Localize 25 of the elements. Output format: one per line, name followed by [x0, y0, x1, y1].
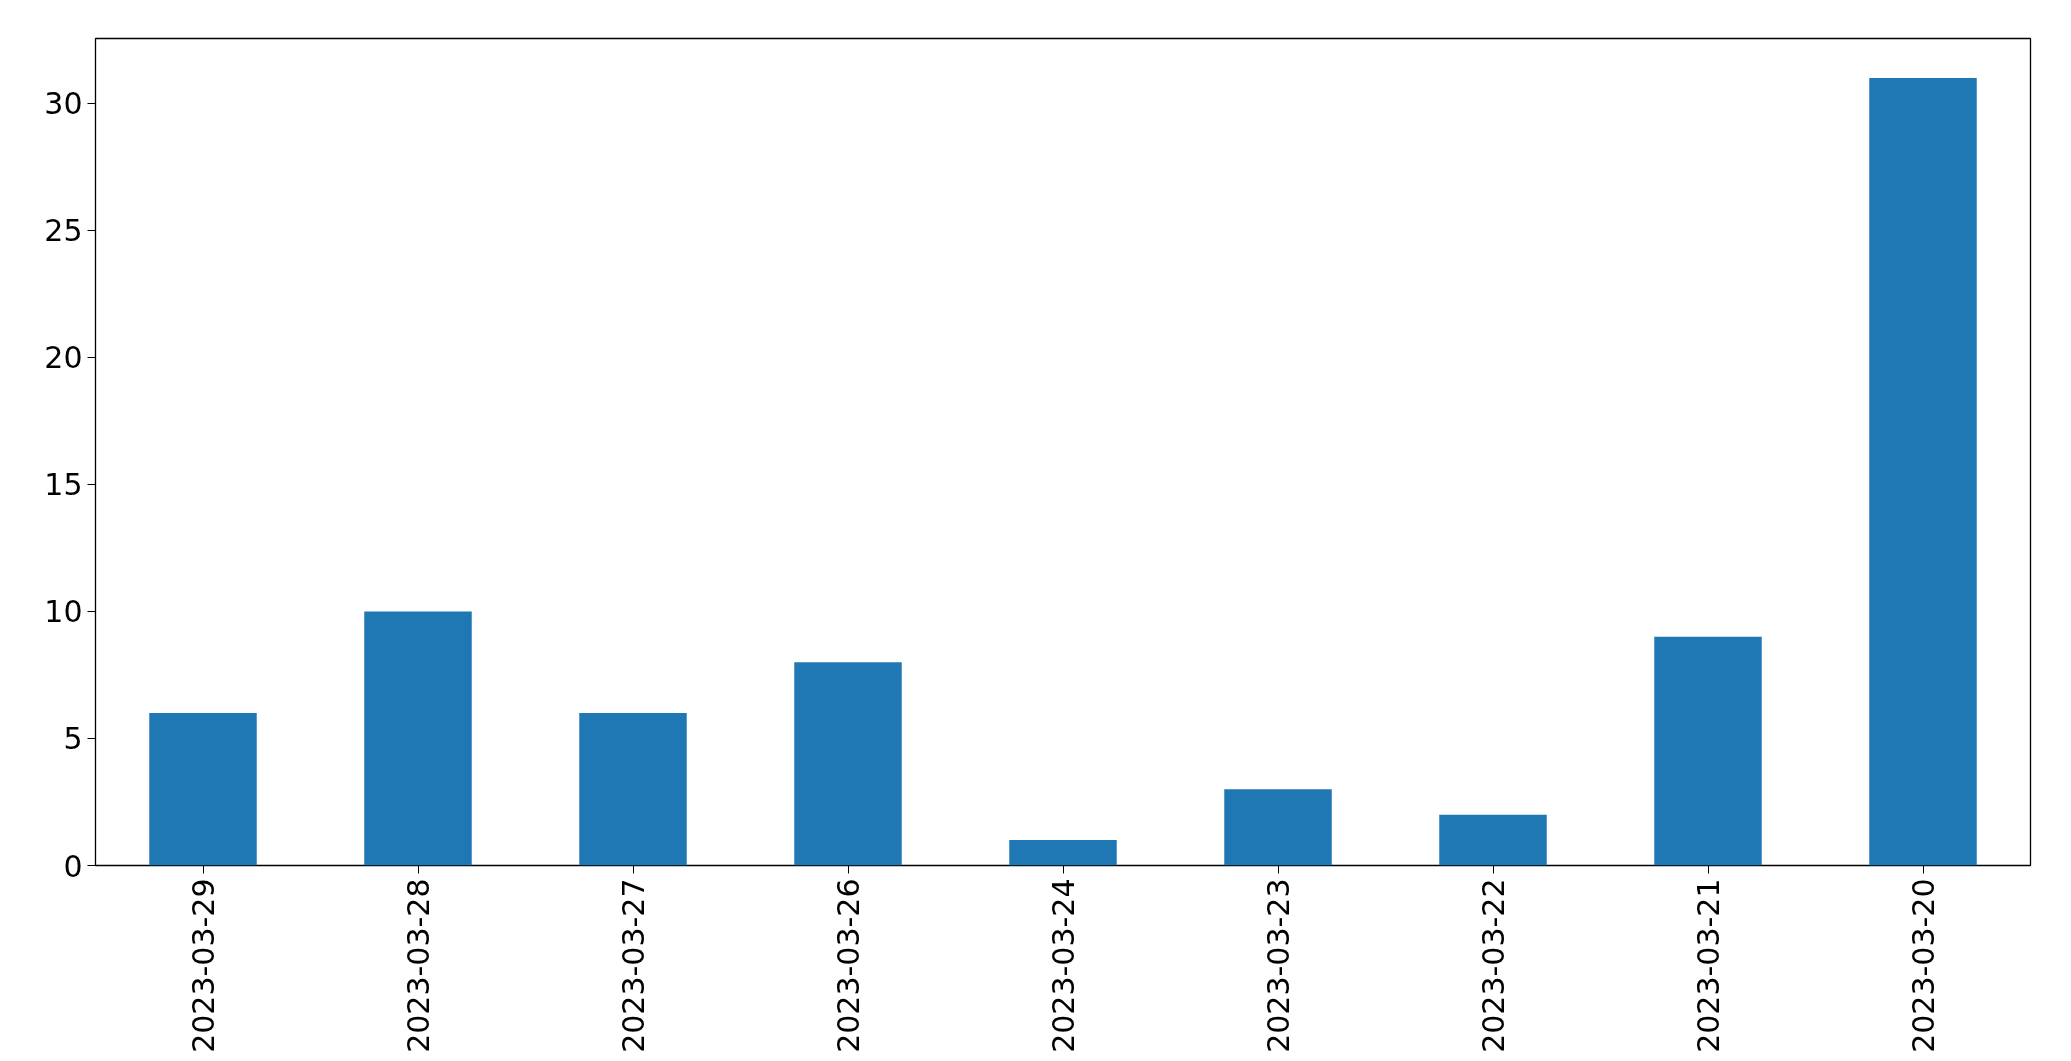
- bar: [1009, 840, 1117, 866]
- x-tick-label: 2023-03-24: [1046, 878, 1081, 1053]
- x-tick-label: 2023-03-28: [401, 878, 436, 1053]
- bar: [1654, 636, 1762, 866]
- x-tick-label: 2023-03-29: [186, 878, 221, 1053]
- bar: [1439, 814, 1547, 866]
- y-tick-label: 30: [44, 86, 83, 122]
- y-tick-label: 15: [44, 467, 83, 503]
- y-tick-label: 10: [44, 594, 83, 630]
- bar: [1869, 77, 1977, 866]
- y-tick-label: 0: [63, 848, 83, 884]
- y-tick-label: 20: [44, 340, 83, 376]
- bar: [1224, 789, 1332, 866]
- x-tick-label: 2023-03-22: [1476, 878, 1511, 1053]
- y-tick-label: 5: [63, 721, 83, 757]
- bar: [149, 713, 257, 866]
- bar: [364, 611, 472, 866]
- x-tick-label: 2023-03-26: [831, 878, 866, 1053]
- y-tick-label: 25: [44, 213, 83, 249]
- x-tick-label: 2023-03-21: [1691, 878, 1726, 1053]
- bar: [579, 713, 687, 866]
- x-tick-label: 2023-03-20: [1906, 878, 1941, 1053]
- x-tick-label: 2023-03-23: [1261, 878, 1296, 1053]
- bar: [794, 662, 902, 866]
- x-tick-label: 2023-03-27: [616, 878, 651, 1053]
